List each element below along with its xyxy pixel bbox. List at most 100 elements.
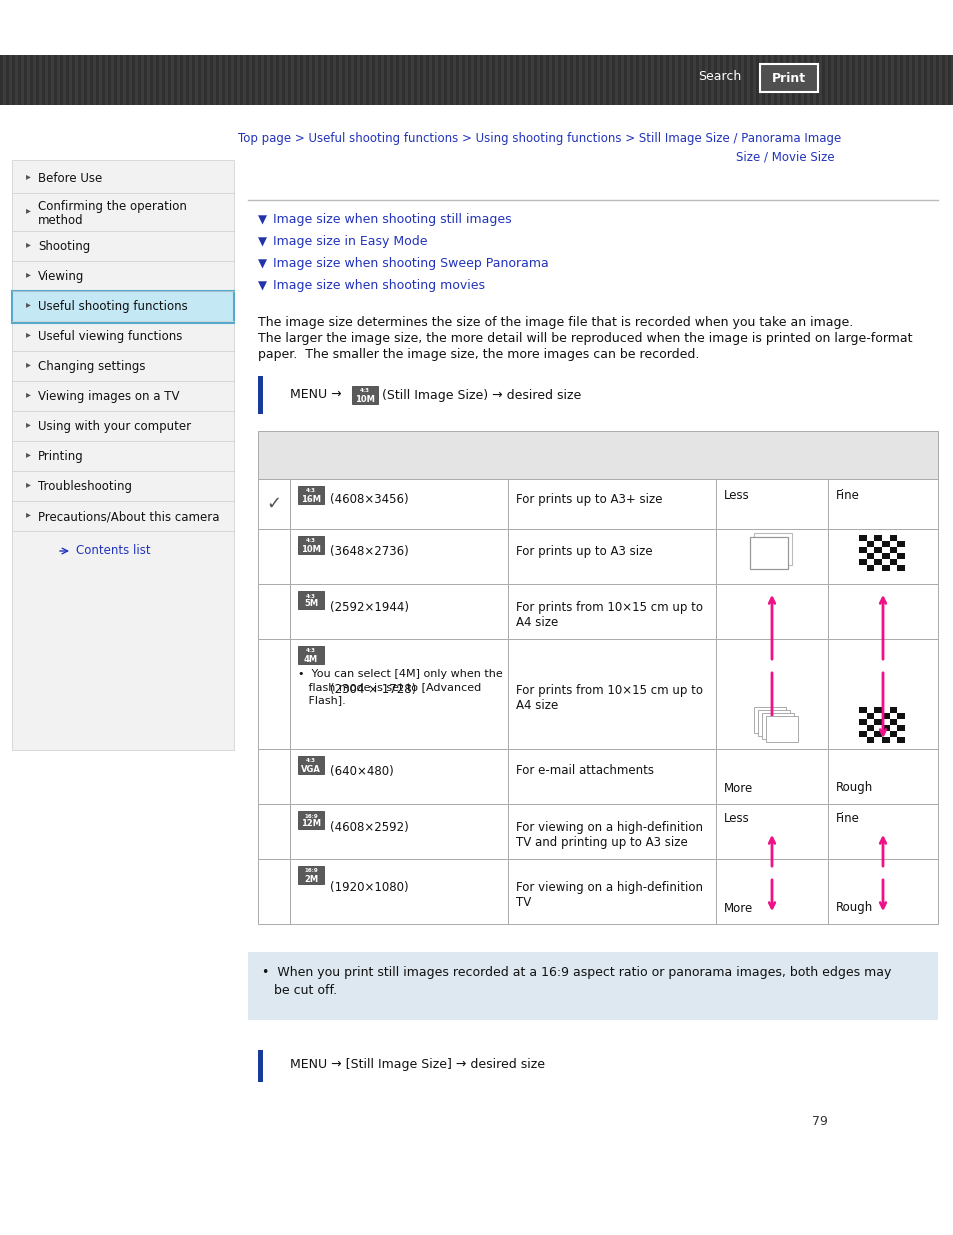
Bar (150, 56, 152, 105)
Bar (865, 713, 873, 719)
Text: be cut off.: be cut off. (262, 984, 336, 997)
Text: ▼: ▼ (257, 214, 267, 226)
Bar (503, 56, 506, 105)
Bar (683, 56, 686, 105)
Text: Image size when shooting movies: Image size when shooting movies (273, 279, 484, 293)
Text: A4 size: A4 size (516, 699, 558, 713)
Bar (461, 56, 464, 105)
Bar (335, 56, 338, 105)
Bar (845, 56, 848, 105)
Bar (341, 56, 345, 105)
Bar (935, 56, 938, 105)
Bar (479, 56, 482, 105)
Bar (858, 535, 865, 541)
Bar (468, 56, 471, 105)
Bar (713, 56, 717, 105)
Bar (889, 725, 897, 731)
Bar (873, 737, 882, 743)
Bar (765, 716, 797, 742)
Bar (821, 56, 824, 105)
Bar (539, 56, 542, 105)
Bar (755, 56, 759, 105)
Text: (3648×2736): (3648×2736) (330, 546, 408, 558)
Bar (275, 56, 278, 105)
Bar (96, 56, 99, 105)
Text: Rough: Rough (835, 782, 872, 794)
Text: TV and printing up to A3 size: TV and printing up to A3 size (516, 836, 687, 848)
Text: More: More (723, 902, 753, 914)
Bar (138, 56, 141, 105)
Bar (917, 56, 920, 105)
Bar (297, 756, 324, 774)
Bar (899, 56, 902, 105)
Bar (290, 479, 507, 529)
Bar (78, 56, 81, 105)
Bar (432, 56, 435, 105)
Bar (893, 56, 896, 105)
Text: ▸: ▸ (26, 389, 30, 399)
Text: ▸: ▸ (26, 240, 30, 249)
Bar (889, 559, 897, 564)
Bar (873, 564, 882, 571)
Bar (84, 56, 87, 105)
Bar (889, 541, 897, 547)
Bar (507, 479, 716, 529)
Bar (707, 56, 710, 105)
Bar (594, 56, 597, 105)
Bar (882, 553, 889, 559)
Bar (897, 719, 904, 725)
Bar (587, 56, 590, 105)
Bar (257, 860, 290, 924)
Bar (120, 56, 123, 105)
Text: 16:9: 16:9 (304, 814, 317, 819)
Bar (858, 706, 865, 713)
Text: 4:3: 4:3 (306, 758, 315, 763)
Text: ▼: ▼ (257, 279, 267, 293)
Bar (911, 56, 914, 105)
Bar (257, 431, 937, 479)
Bar (30, 56, 33, 105)
Bar (809, 56, 812, 105)
Bar (701, 56, 704, 105)
Bar (760, 64, 817, 91)
Text: Printing: Printing (38, 450, 84, 463)
Bar (419, 56, 422, 105)
Bar (354, 56, 356, 105)
Text: For prints from 10×15 cm up to: For prints from 10×15 cm up to (516, 684, 702, 697)
Bar (882, 564, 889, 571)
Bar (827, 479, 937, 529)
Text: ▸: ▸ (26, 450, 30, 459)
Bar (716, 584, 827, 638)
Bar (330, 56, 333, 105)
Bar (248, 952, 937, 1020)
Bar (426, 56, 429, 105)
Bar (882, 731, 889, 737)
Bar (576, 56, 578, 105)
Bar (297, 487, 324, 504)
Text: TV: TV (516, 897, 531, 909)
Bar (716, 804, 827, 860)
Text: Shooting: Shooting (38, 240, 91, 253)
Bar (858, 737, 865, 743)
Bar (348, 56, 351, 105)
Bar (889, 553, 897, 559)
Bar (897, 553, 904, 559)
Text: For viewing on a high-definition: For viewing on a high-definition (516, 881, 702, 894)
Bar (889, 535, 897, 541)
Bar (671, 56, 675, 105)
Bar (288, 56, 291, 105)
Bar (827, 860, 937, 924)
Bar (827, 56, 830, 105)
Bar (257, 584, 290, 638)
Text: For prints from 10×15 cm up to: For prints from 10×15 cm up to (516, 601, 702, 614)
Bar (60, 56, 63, 105)
Bar (612, 56, 615, 105)
Bar (873, 553, 882, 559)
Bar (858, 713, 865, 719)
Bar (297, 536, 324, 555)
Bar (290, 584, 507, 638)
Bar (516, 56, 518, 105)
Bar (749, 56, 752, 105)
Bar (889, 737, 897, 743)
Text: Less: Less (723, 811, 749, 825)
